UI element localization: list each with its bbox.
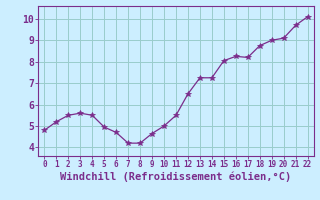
X-axis label: Windchill (Refroidissement éolien,°C): Windchill (Refroidissement éolien,°C) bbox=[60, 172, 292, 182]
